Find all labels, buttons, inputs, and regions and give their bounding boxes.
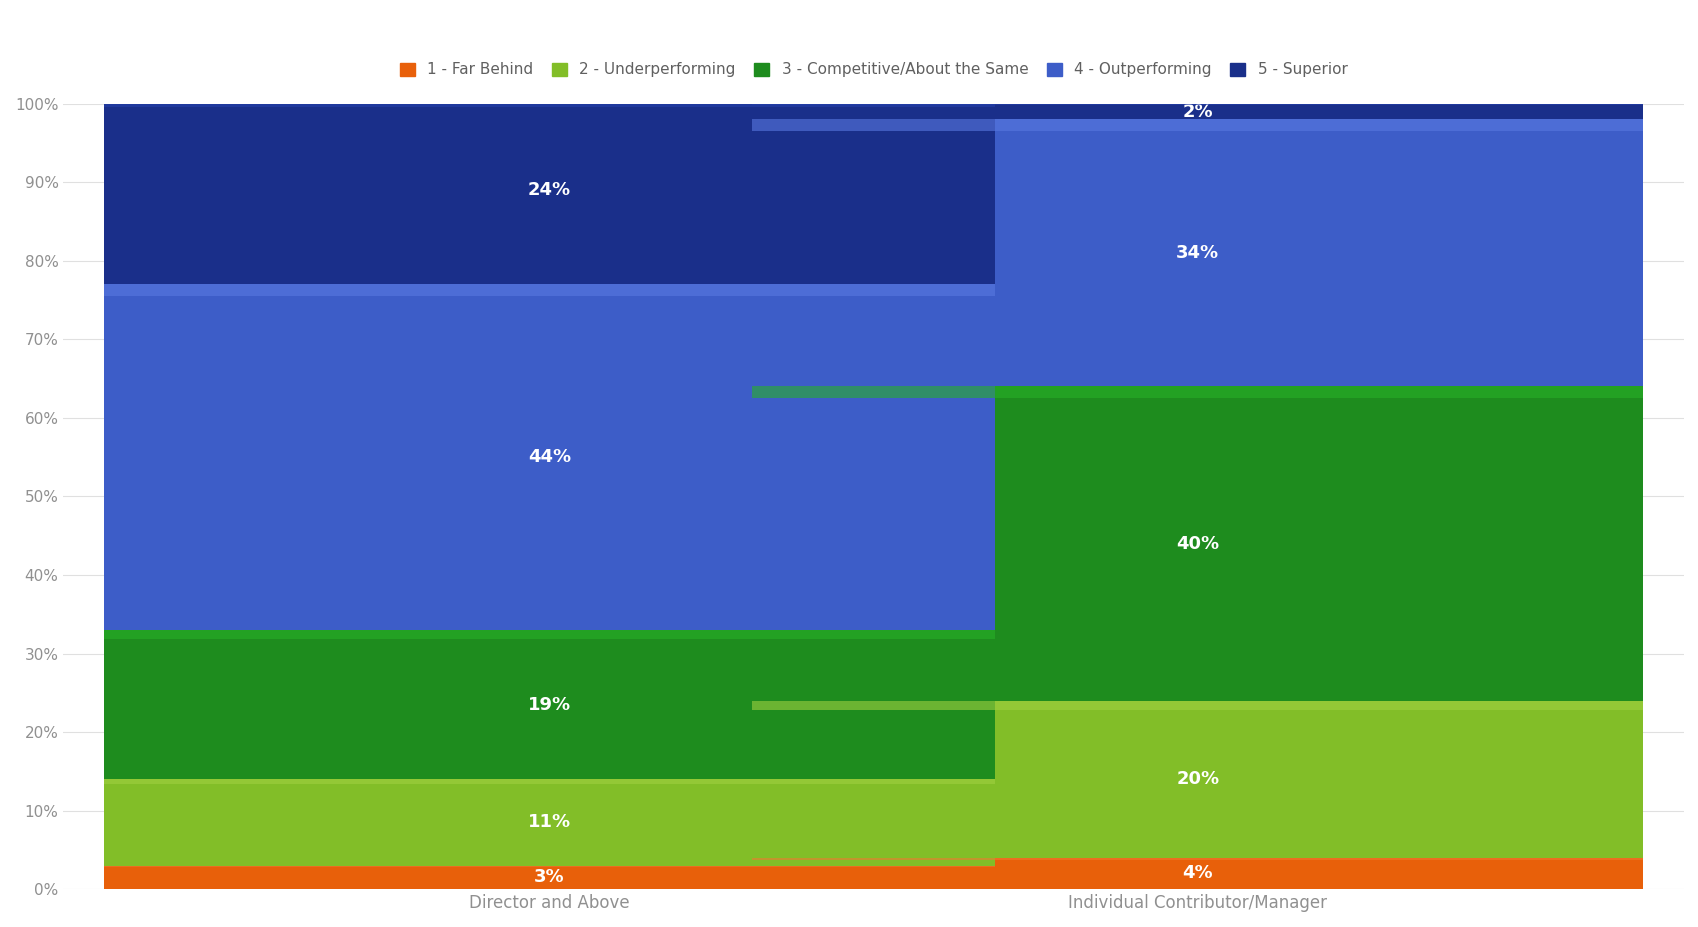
Bar bbox=[752, 120, 1642, 387]
Bar bbox=[104, 780, 995, 784]
Bar bbox=[752, 857, 1642, 889]
Text: 34%: 34% bbox=[1175, 244, 1219, 262]
Text: 3%: 3% bbox=[533, 869, 564, 886]
Text: 2%: 2% bbox=[1182, 103, 1212, 121]
Text: 20%: 20% bbox=[1175, 770, 1219, 788]
Text: 40%: 40% bbox=[1175, 535, 1219, 552]
Text: 19%: 19% bbox=[528, 695, 571, 714]
Bar bbox=[752, 387, 1642, 701]
Bar bbox=[104, 95, 995, 285]
Bar bbox=[752, 701, 1642, 710]
Bar bbox=[104, 285, 995, 630]
Legend: 1 - Far Behind, 2 - Underperforming, 3 - Competitive/About the Same, 4 - Outperf: 1 - Far Behind, 2 - Underperforming, 3 -… bbox=[394, 57, 1353, 83]
Text: 24%: 24% bbox=[528, 181, 571, 199]
Bar bbox=[104, 630, 995, 639]
Bar bbox=[752, 104, 1642, 105]
Bar bbox=[104, 866, 995, 889]
Bar bbox=[752, 857, 1642, 859]
Text: 4%: 4% bbox=[1182, 865, 1212, 883]
Bar bbox=[752, 104, 1642, 120]
Text: 11%: 11% bbox=[528, 813, 571, 832]
Bar bbox=[104, 866, 995, 867]
Bar bbox=[104, 95, 995, 108]
Bar bbox=[752, 387, 1642, 399]
Bar bbox=[104, 780, 995, 866]
Bar bbox=[104, 630, 995, 780]
Bar bbox=[752, 120, 1642, 131]
Text: 44%: 44% bbox=[528, 448, 571, 466]
Bar bbox=[104, 285, 995, 296]
Bar bbox=[752, 701, 1642, 857]
